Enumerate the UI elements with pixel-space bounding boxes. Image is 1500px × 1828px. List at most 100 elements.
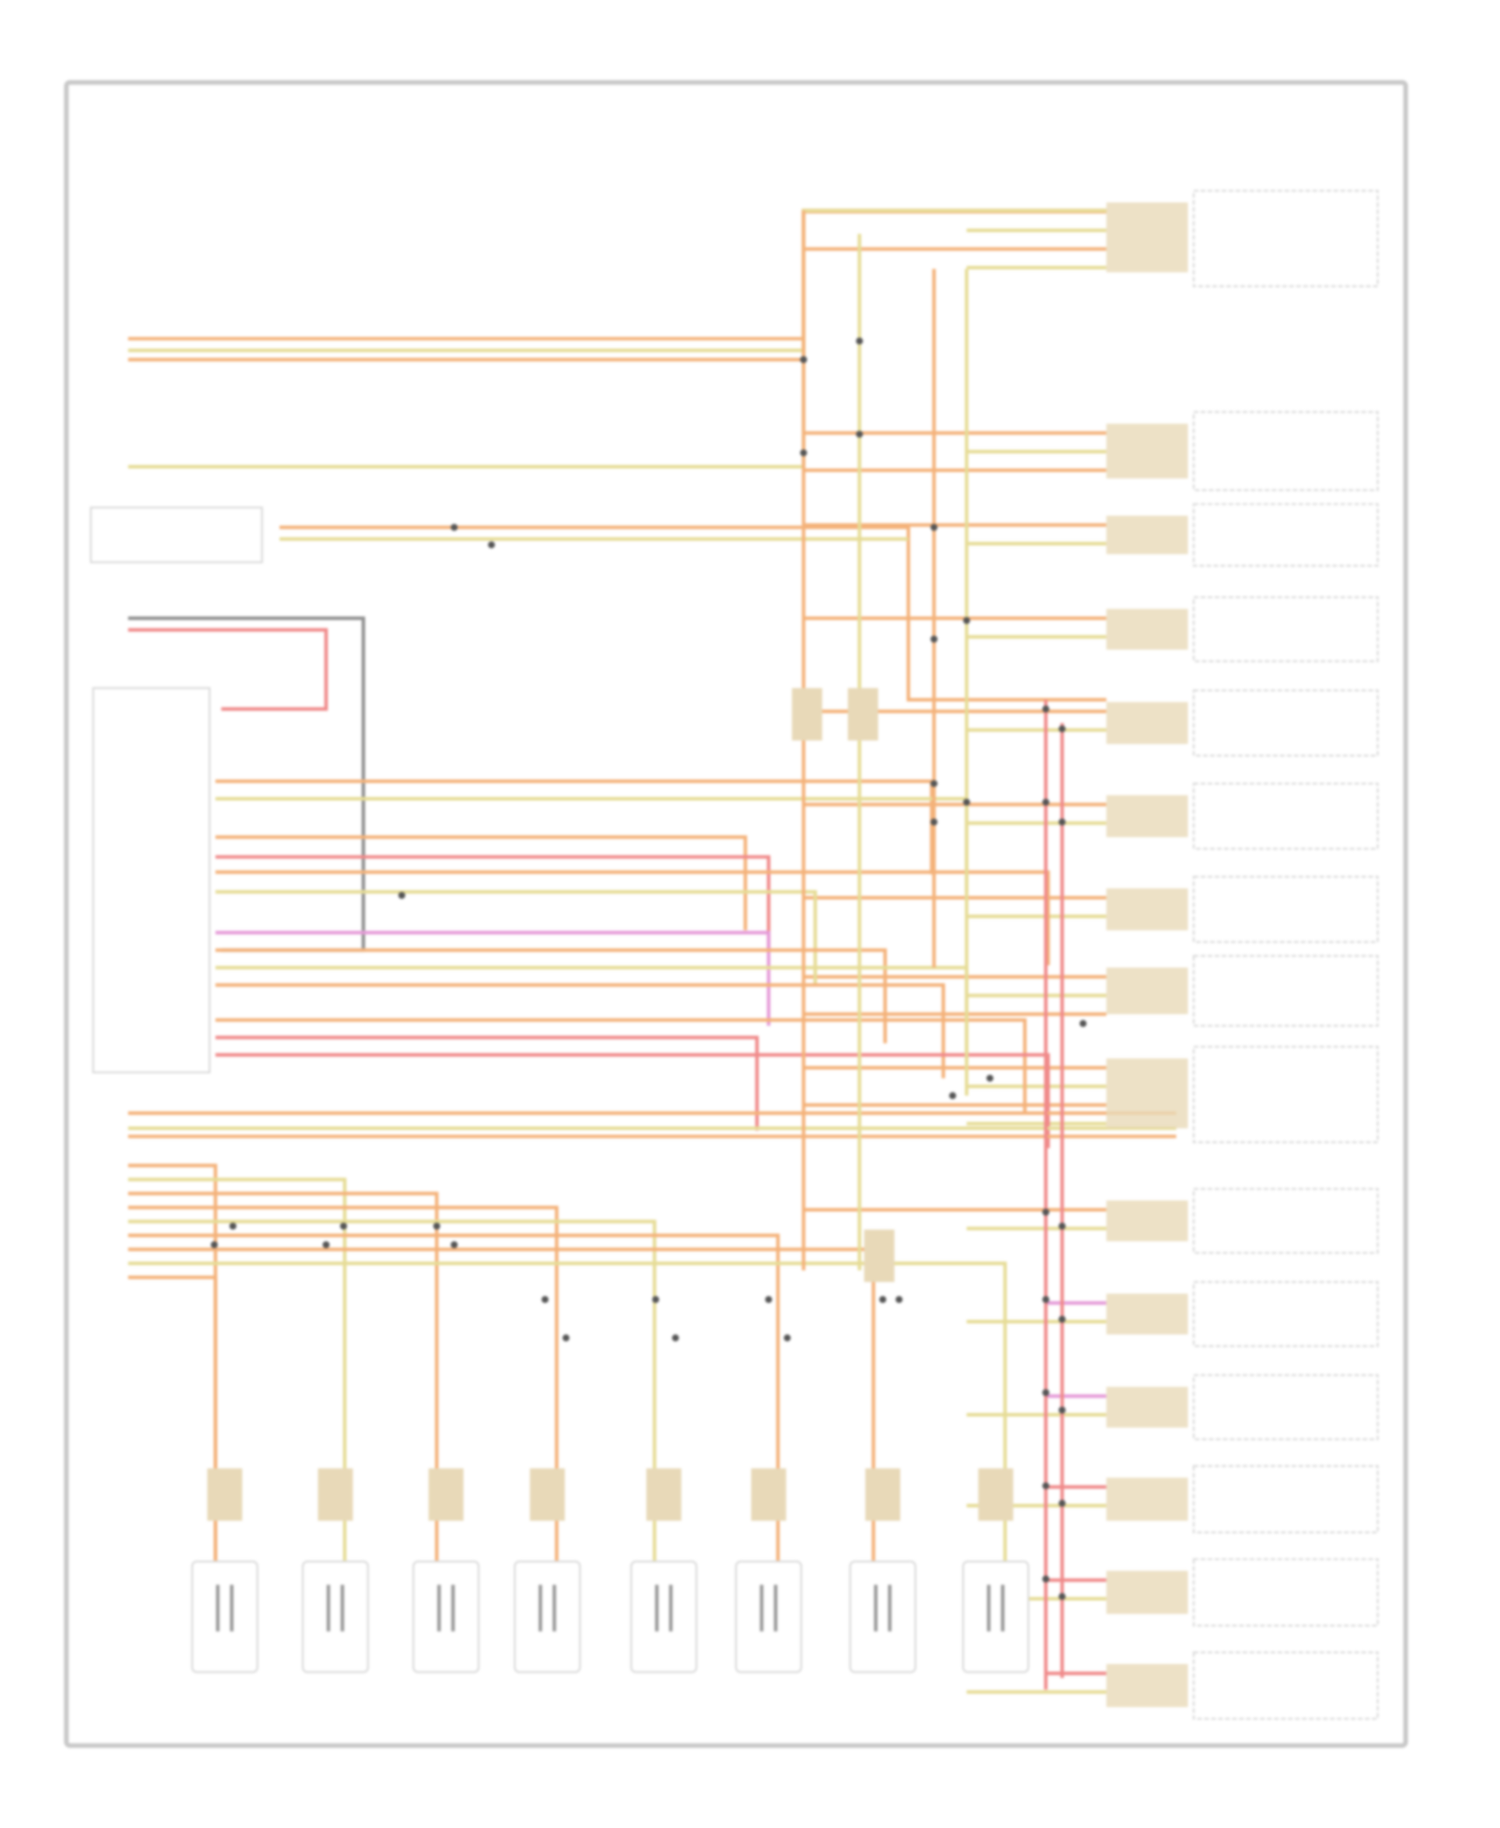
junction-dot: [398, 891, 406, 899]
junction-dot: [783, 1334, 791, 1342]
inline-connector: [865, 1468, 901, 1521]
connector: [1106, 608, 1188, 650]
module-box: [1192, 875, 1379, 943]
wire: [215, 1018, 1027, 1114]
junction-dot: [1058, 1222, 1066, 1230]
junction-dot: [1079, 1019, 1087, 1027]
junction-dot: [340, 1222, 348, 1230]
inline-connector: [864, 1229, 895, 1283]
junction-dot: [879, 1295, 887, 1303]
inline-connector: [529, 1468, 565, 1521]
junction-dot: [765, 1295, 773, 1303]
module-box: [1192, 1374, 1379, 1441]
module-box: [1192, 1045, 1379, 1144]
junction-dot: [1058, 1406, 1066, 1414]
junction-dot: [229, 1222, 237, 1230]
junction-dot: [541, 1295, 549, 1303]
module-box: [1192, 1187, 1379, 1254]
connector: [1106, 1386, 1188, 1428]
modules: [89, 189, 1379, 1720]
module-box: [1192, 955, 1379, 1027]
inline-connector: [207, 1468, 243, 1521]
connector: [1106, 1058, 1188, 1129]
wire: [128, 1205, 559, 1562]
junction-dot: [963, 617, 971, 625]
wire: [215, 890, 817, 986]
bottom-module-box: [191, 1560, 259, 1674]
wire: [215, 983, 946, 1079]
connector: [1106, 1570, 1188, 1614]
connector: [1106, 1293, 1188, 1335]
junction-dot: [210, 1241, 218, 1249]
wire: [215, 930, 771, 1026]
wire: [128, 1191, 439, 1562]
junction-dot: [1042, 1295, 1050, 1303]
module-box: [1192, 503, 1379, 567]
wire: [215, 796, 969, 892]
connector: [1106, 795, 1188, 838]
inline-connector: [751, 1468, 787, 1521]
connector: [1106, 202, 1188, 273]
bottom-module-box: [412, 1560, 480, 1674]
module-box: [1192, 782, 1379, 850]
junction-dot: [895, 1295, 903, 1303]
bottom-module-box: [962, 1560, 1030, 1674]
junction-dot: [855, 430, 863, 438]
inline-connector: [791, 688, 823, 741]
junction-dot: [1058, 818, 1066, 826]
junction-dot: [963, 798, 971, 806]
wire: [128, 1219, 657, 1562]
module-box: [1192, 1651, 1379, 1720]
module-box: [1192, 1465, 1379, 1534]
wire: [215, 870, 1050, 966]
junction-dot: [800, 356, 808, 364]
wire: [215, 1035, 759, 1131]
bottom-module-box: [513, 1560, 581, 1674]
wire: [215, 855, 771, 951]
junction-dot: [1058, 725, 1066, 733]
junction-dot: [930, 780, 938, 788]
junction-dot: [1058, 1499, 1066, 1507]
inline-connector: [428, 1468, 464, 1521]
junction-dot: [930, 818, 938, 826]
junction-dot: [930, 523, 938, 531]
central-control-unit-box: [92, 687, 211, 1074]
inline-connector: [978, 1468, 1014, 1521]
module-box: [1192, 1281, 1379, 1347]
connector: [1106, 888, 1188, 931]
wire: [279, 525, 1107, 702]
wire: [215, 779, 934, 875]
wire: [128, 1163, 218, 1562]
junction-dot: [1042, 1208, 1050, 1216]
junction-dot: [450, 1241, 458, 1249]
junction-dot: [562, 1334, 570, 1342]
junction-dot: [1042, 705, 1050, 713]
junction-dot: [652, 1295, 660, 1303]
wire: [215, 835, 748, 931]
control-unit-box: [89, 506, 263, 564]
junction-dot: [1058, 1592, 1066, 1600]
bottom-module-box: [735, 1560, 803, 1674]
junction-dot: [855, 337, 863, 345]
junction-dot: [1042, 1575, 1050, 1583]
bottom-module-box: [301, 1560, 369, 1674]
junction-dot: [1042, 798, 1050, 806]
connector: [1106, 967, 1188, 1015]
connector: [1106, 423, 1188, 479]
junction-dot: [671, 1334, 679, 1342]
wire: [128, 1275, 218, 1562]
junction-dot: [450, 523, 458, 531]
junction-dot: [322, 1241, 330, 1249]
wire: [215, 948, 887, 1044]
connector: [1106, 1200, 1188, 1242]
module-box: [1192, 411, 1379, 491]
junction-dot: [949, 1092, 957, 1100]
junction-dot: [1058, 1315, 1066, 1323]
module-box: [1192, 189, 1379, 288]
wire: [128, 628, 328, 711]
inline-connector: [317, 1468, 353, 1521]
module-box: [1192, 1558, 1379, 1627]
module-box: [1192, 689, 1379, 757]
bottom-module-box: [849, 1560, 917, 1674]
bottom-module-box: [630, 1560, 698, 1674]
